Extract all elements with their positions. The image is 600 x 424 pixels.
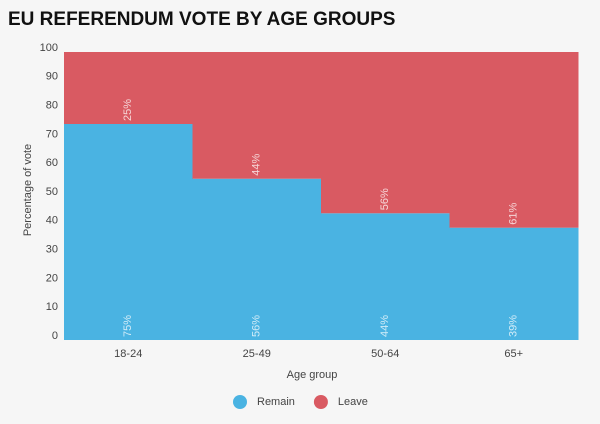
- value-label: 44%: [251, 154, 263, 176]
- value-label: 56%: [251, 315, 263, 337]
- y-tick-label: 40: [46, 215, 58, 227]
- value-label: 39%: [508, 315, 520, 337]
- bar-segment: [192, 52, 322, 179]
- legend-label: Remain: [257, 396, 295, 408]
- chart-title: EU REFERENDUM VOTE BY AGE GROUPS: [8, 9, 395, 30]
- y-tick-label: 60: [46, 157, 58, 169]
- bar-segment: [64, 52, 193, 124]
- value-label: 25%: [122, 99, 134, 121]
- y-tick-label: 80: [46, 100, 58, 112]
- legend-swatch: [233, 395, 247, 409]
- bar-segment: [192, 178, 322, 340]
- bar-segment: [449, 52, 579, 228]
- y-tick-label: 50: [46, 186, 58, 198]
- y-axis-title: Percentage of vote: [22, 144, 34, 236]
- bar-segment: [321, 52, 450, 214]
- value-label: 56%: [379, 188, 391, 210]
- y-tick-label: 30: [46, 244, 58, 256]
- bar-segment: [64, 124, 193, 340]
- value-label: 44%: [379, 315, 391, 337]
- y-tick-label: 0: [52, 330, 58, 342]
- x-tick-label: 18-24: [114, 348, 142, 360]
- bar-segment: [321, 213, 450, 340]
- value-label: 61%: [508, 202, 520, 224]
- y-tick-label: 20: [46, 272, 58, 284]
- legend-swatch: [313, 395, 328, 409]
- x-tick-label: 25-49: [243, 348, 271, 360]
- y-tick-label: 100: [40, 42, 58, 54]
- bar-segment: [449, 227, 579, 340]
- y-tick-label: 10: [46, 301, 58, 313]
- x-tick-label: 50-64: [371, 348, 399, 360]
- x-axis-title: Age group: [287, 369, 338, 381]
- y-tick-label: 90: [46, 71, 58, 83]
- y-tick-label: 70: [46, 128, 58, 140]
- x-tick-label: 65+: [504, 348, 523, 360]
- value-label: 75%: [122, 315, 134, 337]
- legend-label: Leave: [338, 396, 368, 408]
